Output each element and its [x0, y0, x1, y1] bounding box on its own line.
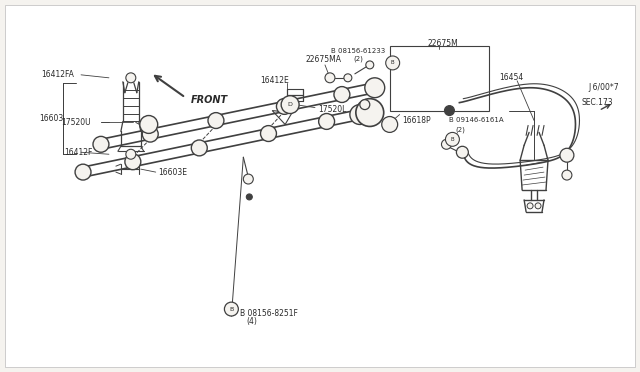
Text: B 08156-8251F: B 08156-8251F — [241, 308, 298, 318]
Circle shape — [365, 78, 385, 98]
Circle shape — [350, 105, 370, 125]
Text: (2): (2) — [456, 126, 465, 133]
Circle shape — [75, 164, 91, 180]
Circle shape — [126, 149, 136, 159]
Text: (2): (2) — [353, 56, 363, 62]
Text: 16603E: 16603E — [157, 168, 187, 177]
Circle shape — [208, 113, 224, 128]
Text: B: B — [451, 137, 454, 142]
Text: 17520U: 17520U — [61, 118, 91, 127]
Text: 16454: 16454 — [499, 73, 524, 82]
Circle shape — [366, 61, 374, 69]
Circle shape — [445, 132, 460, 146]
Text: 16618P: 16618P — [403, 116, 431, 125]
Text: J 6/00*7: J 6/00*7 — [589, 83, 620, 92]
Circle shape — [125, 154, 141, 170]
Circle shape — [527, 203, 533, 209]
Text: SEC.173: SEC.173 — [582, 98, 614, 107]
Circle shape — [260, 126, 276, 141]
Text: 16412F: 16412F — [64, 148, 93, 157]
Circle shape — [246, 194, 252, 200]
Text: (4): (4) — [246, 317, 257, 327]
Circle shape — [334, 87, 350, 102]
Circle shape — [93, 137, 109, 152]
Circle shape — [126, 73, 136, 83]
Circle shape — [281, 96, 299, 113]
Circle shape — [360, 100, 370, 110]
Text: B 08156-61233: B 08156-61233 — [331, 48, 385, 54]
Text: B 09146-6161A: B 09146-6161A — [449, 118, 504, 124]
Text: 16412FA: 16412FA — [41, 70, 74, 79]
Bar — [390, 46, 489, 110]
Circle shape — [325, 73, 335, 83]
Circle shape — [225, 302, 238, 316]
Circle shape — [276, 99, 292, 114]
Text: D: D — [288, 102, 292, 107]
Circle shape — [381, 116, 397, 132]
Circle shape — [560, 148, 574, 162]
Circle shape — [142, 126, 158, 142]
Text: B: B — [391, 60, 394, 65]
Text: 22675M: 22675M — [428, 39, 458, 48]
Circle shape — [356, 99, 384, 126]
Text: FRONT: FRONT — [191, 94, 228, 105]
Text: 22675MA: 22675MA — [305, 55, 341, 64]
Text: B: B — [229, 307, 234, 312]
Circle shape — [191, 140, 207, 156]
Circle shape — [456, 146, 468, 158]
Circle shape — [319, 113, 335, 129]
Circle shape — [562, 170, 572, 180]
Circle shape — [140, 116, 157, 134]
Text: 17520L: 17520L — [318, 105, 346, 114]
Circle shape — [442, 140, 451, 149]
Circle shape — [444, 106, 454, 116]
Circle shape — [535, 203, 541, 209]
Text: 16603: 16603 — [39, 114, 63, 123]
Circle shape — [386, 56, 399, 70]
Circle shape — [344, 74, 352, 82]
Circle shape — [243, 174, 253, 184]
Text: 16412E: 16412E — [260, 76, 289, 85]
